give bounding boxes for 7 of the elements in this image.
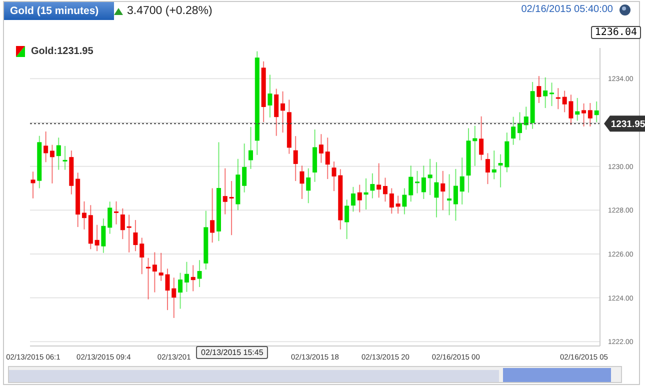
chart-title: Gold (15 minutes)	[4, 2, 114, 20]
legend-label: Gold:1231.95	[31, 46, 94, 57]
text: 02/13/2015 15:45	[196, 346, 268, 359]
text: 02/16/2015 05:40:00	[521, 4, 613, 15]
ref-line-label: 1231.95	[610, 119, 645, 130]
chart-subtitle: 3.4700 (+0.28%)	[127, 4, 212, 19]
text: 1236.04	[590, 26, 641, 39]
